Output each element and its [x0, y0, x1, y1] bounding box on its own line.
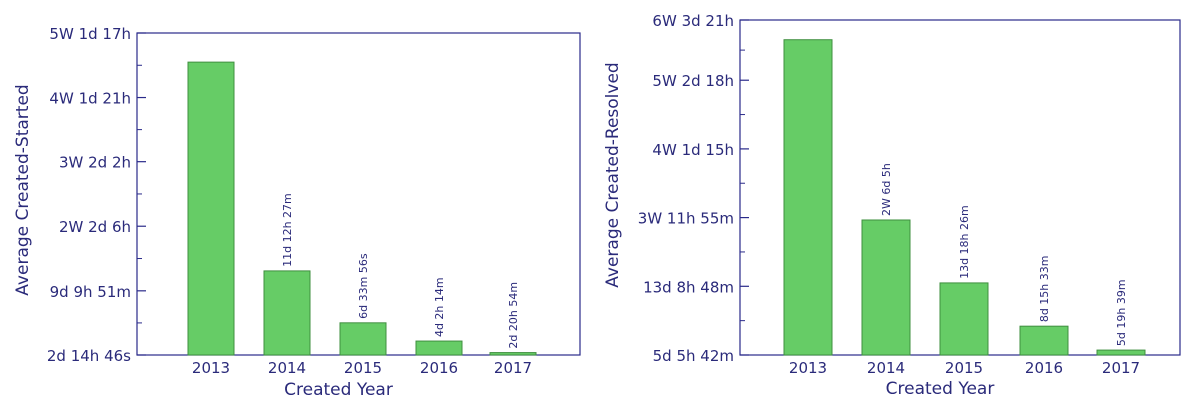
bar-2015 [339, 322, 387, 356]
data-label: 11d 12h 27m [281, 193, 294, 267]
x-tick-label: 2014 [268, 359, 306, 377]
bar-2015 [939, 282, 989, 356]
bar-2013 [187, 61, 235, 356]
x-tick-label: 2013 [789, 359, 827, 377]
bar-2017 [489, 352, 537, 356]
y-axis-title: Average Created-Started [13, 84, 33, 295]
bar-2014 [263, 270, 311, 356]
x-tick-label: 2016 [1025, 359, 1063, 377]
y-tick-label: 3W 2d 2h [59, 154, 131, 172]
bar-2016 [1019, 325, 1069, 356]
data-label: 2d 20h 54m [507, 282, 520, 349]
y-tick-label: 2W 2d 6h [59, 218, 131, 236]
y-tick-label: 4W 1d 15h [652, 141, 734, 159]
y-tick-label: 5W 1d 17h [49, 25, 131, 43]
data-label: 13d 18h 26m [958, 205, 971, 279]
x-tick-label: 2015 [344, 359, 382, 377]
data-label: 4d 2h 14m [433, 277, 446, 337]
y-tick-label: 5d 5h 42m [653, 347, 734, 365]
y-tick-label: 4W 1d 21h [49, 90, 131, 108]
data-label: 5d 19h 39m [1115, 279, 1128, 346]
x-axis-title: Created Year [284, 380, 393, 398]
data-label: 2W 6d 5h [880, 163, 893, 216]
bar-2013 [783, 39, 833, 356]
chart-created-resolved: 5d 5h 42m 13d 8h 48m 3W 11h 55m 4W 1d 15h 5W… [603, 12, 1181, 398]
x-tick-label: 2013 [192, 359, 230, 377]
data-label: 6d 33m 56s [357, 253, 370, 319]
x-tick-label: 2017 [494, 359, 532, 377]
y-tick-label: 13d 8h 48m [643, 278, 734, 296]
bar-2014 [861, 219, 911, 356]
bar-2017 [1096, 349, 1146, 356]
y-tick-label: 2d 14h 46s [47, 347, 131, 365]
y-tick-label: 6W 3d 21h [652, 12, 734, 30]
y-tick-label: 5W 2d 18h [652, 72, 734, 90]
data-label: 8d 15h 33m [1038, 256, 1051, 323]
y-tick-label: 3W 11h 55m [638, 210, 734, 228]
y-axis-title: Average Created-Resolved [603, 62, 623, 287]
y-tick-label: 9d 9h 51m [50, 283, 131, 301]
bar-2016 [415, 340, 463, 356]
x-tick-label: 2016 [420, 359, 458, 377]
chart-created-started: 2d 14h 46s 9d 9h 51m 2W 2d 6h 3W 2d 2h 4W 1d… [13, 25, 581, 398]
x-tick-label: 2015 [945, 359, 983, 377]
x-tick-label: 2017 [1102, 359, 1140, 377]
x-axis-title: Created Year [886, 379, 995, 398]
x-tick-label: 2014 [867, 359, 905, 377]
